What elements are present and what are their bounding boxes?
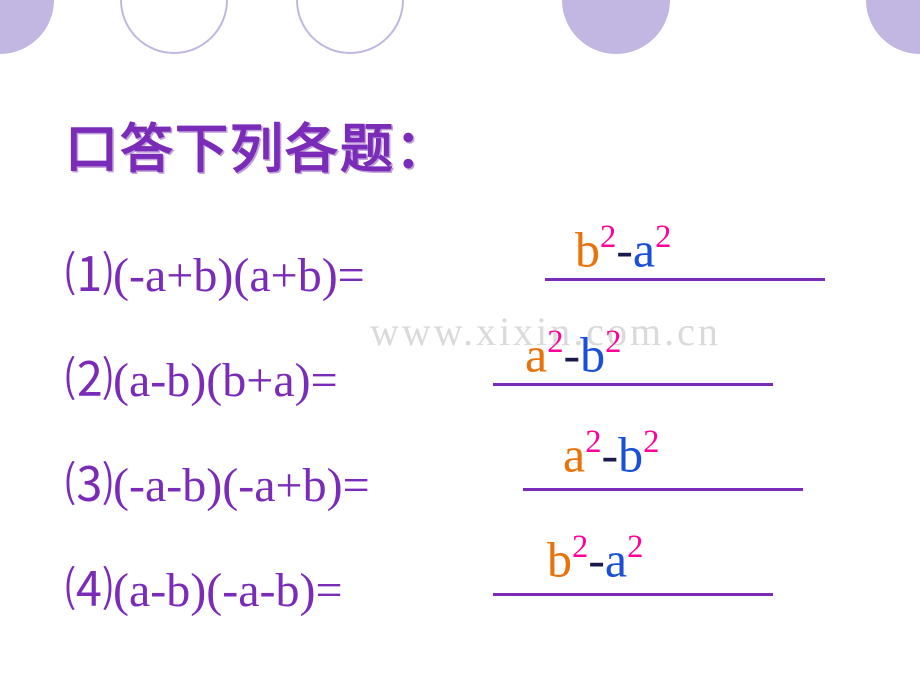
decorative-circle (866, 0, 920, 54)
equation-row: ⑷(a-b)(-a-b)=b2-a2 (65, 528, 450, 628)
answer-text: b2-a2 (547, 533, 643, 585)
equation-lhs: ⑷(a-b)(-a-b)= (65, 550, 343, 620)
answer-text: a2-b2 (563, 428, 659, 480)
equation-row: ⑵(a-b)(b+a)=a2-b2 (65, 318, 450, 418)
equation-lhs: ⑵(a-b)(b+a)= (65, 340, 338, 410)
page-title: 口答下列各题： (65, 107, 450, 183)
answer-text: a2-b2 (525, 328, 621, 380)
equation-lhs: ⑴(-a+b)(a+b)= (65, 235, 365, 305)
equation-lhs: ⑶(-a-b)(-a+b)= (65, 445, 370, 515)
equation-row: ⑶(-a-b)(-a+b)=a2-b2 (65, 423, 450, 523)
decorative-circle (562, 0, 670, 54)
answer-text: b2-a2 (575, 223, 671, 275)
decorative-circle (296, 0, 404, 54)
decorative-circle (0, 0, 54, 54)
decorative-circle (120, 0, 228, 54)
equation-row: ⑴(-a+b)(a+b)=b2-a2 (65, 213, 450, 313)
